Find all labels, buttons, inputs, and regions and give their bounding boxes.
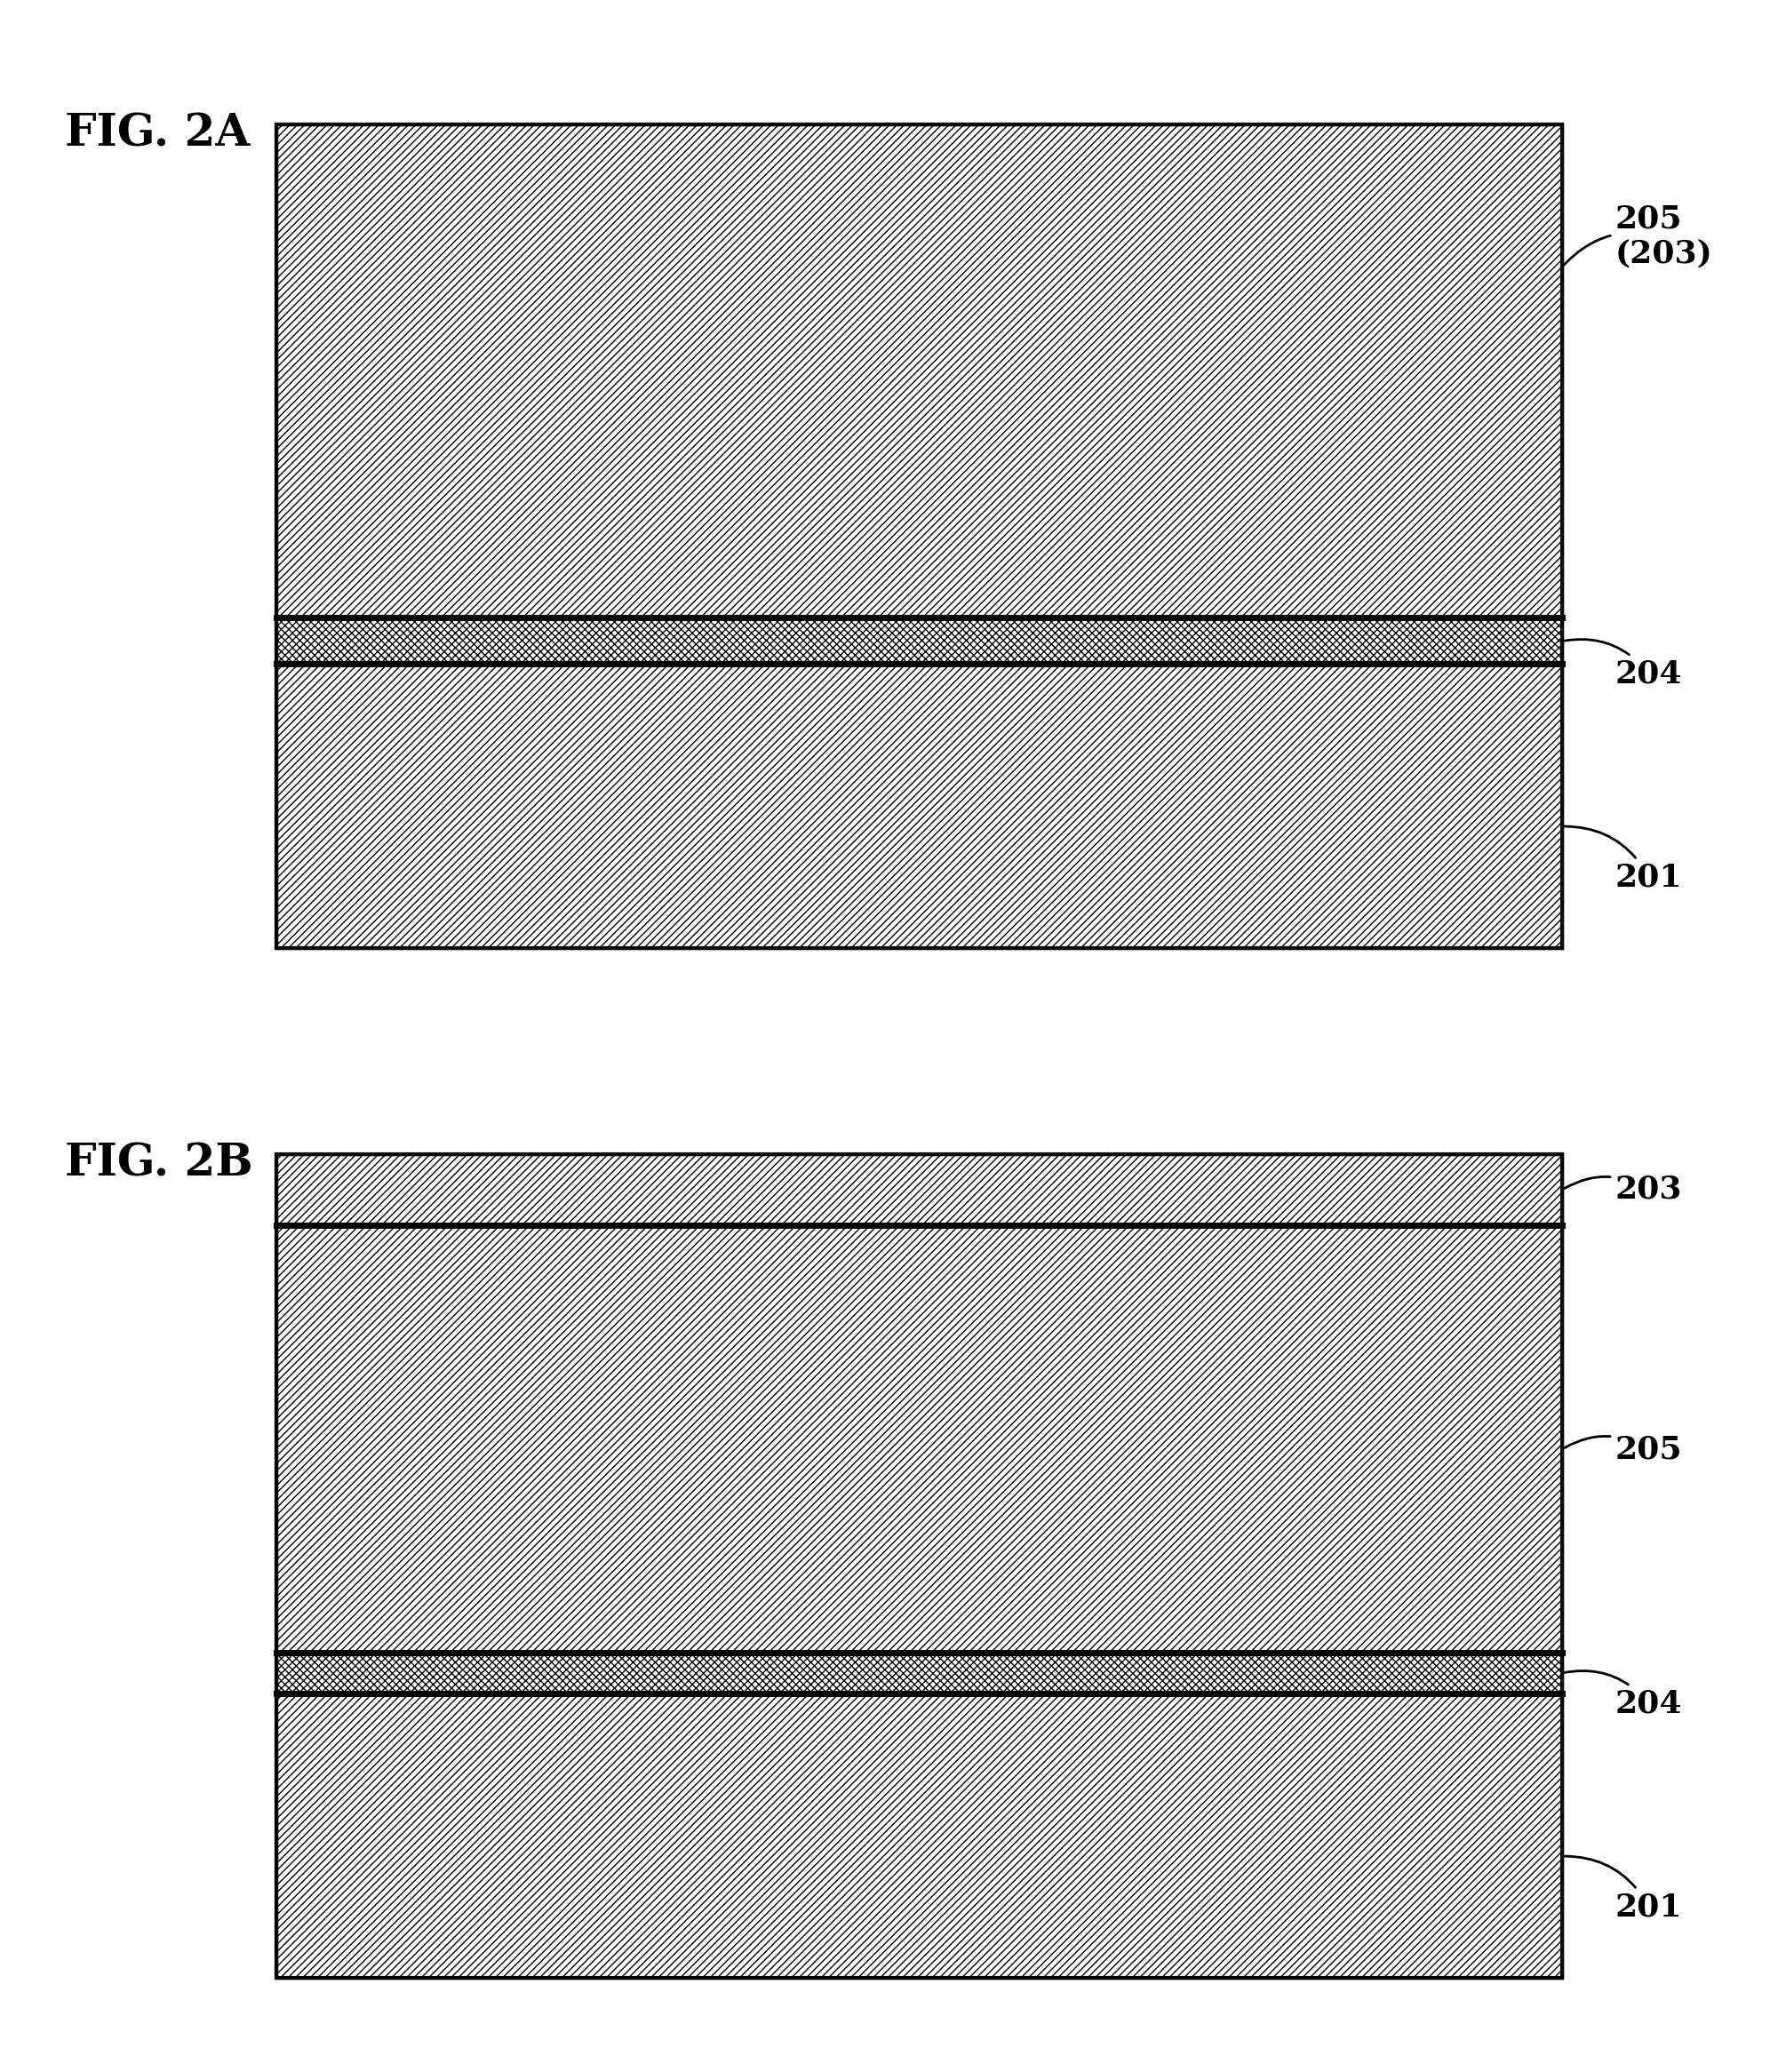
Text: FIG. 2A: FIG. 2A bbox=[64, 112, 250, 155]
Bar bbox=[277, 124, 1563, 949]
Text: 201: 201 bbox=[1565, 1857, 1682, 1923]
Bar bbox=[277, 617, 1563, 663]
Text: FIG. 2B: FIG. 2B bbox=[64, 1142, 254, 1185]
Bar bbox=[277, 1225, 1563, 1653]
Bar bbox=[277, 1154, 1563, 1225]
Bar bbox=[277, 124, 1563, 617]
Bar bbox=[277, 1693, 1563, 1979]
Text: 201: 201 bbox=[1565, 827, 1682, 893]
Bar bbox=[277, 1154, 1563, 1979]
Text: 205: 205 bbox=[1565, 1434, 1682, 1465]
Text: 204: 204 bbox=[1565, 640, 1682, 688]
Text: 203: 203 bbox=[1565, 1175, 1682, 1204]
Bar bbox=[277, 1653, 1563, 1693]
Text: 204: 204 bbox=[1565, 1670, 1682, 1718]
Bar bbox=[277, 663, 1563, 949]
Text: 205
(203): 205 (203) bbox=[1565, 203, 1713, 269]
